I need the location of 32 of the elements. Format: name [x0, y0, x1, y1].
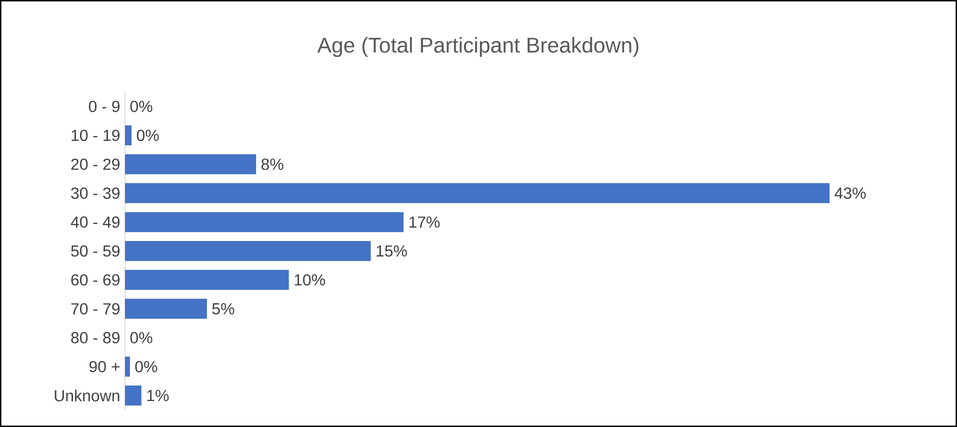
y-tick-label: 50 - 59 [71, 245, 120, 257]
data-label: 15% [376, 245, 407, 257]
y-tick-label: 70 - 79 [71, 303, 120, 314]
bar [125, 386, 142, 406]
bar [125, 298, 207, 319]
y-tick-label: 20 - 29 [71, 158, 120, 170]
data-label: 10% [294, 274, 326, 286]
data-label: 0% [135, 360, 158, 372]
data-label: 0% [136, 130, 159, 142]
data-label: 5% [212, 303, 234, 314]
y-tick-label: 60 - 69 [71, 274, 120, 286]
y-tick-label: 80 - 89 [71, 332, 120, 344]
y-tick-label: 40 - 49 [70, 216, 120, 228]
data-label: 0% [130, 100, 152, 112]
data-label: 17% [409, 216, 440, 228]
bar [125, 154, 256, 174]
data-label: 43% [834, 188, 866, 199]
data-label: 8% [261, 158, 284, 170]
data-label: 1% [147, 390, 169, 402]
bar [125, 270, 289, 290]
y-tick-label: 10 - 19 [72, 130, 120, 142]
bar [125, 240, 371, 261]
bar [125, 183, 830, 204]
bar [125, 212, 404, 232]
y-tick-label: 30 - 39 [71, 188, 120, 199]
y-tick-label: 90 + [89, 360, 120, 372]
chart-title: Age (Total Participant Breakdown) [317, 37, 638, 57]
y-tick-label: Unknown [54, 390, 120, 402]
data-label: 0% [130, 332, 152, 344]
y-tick-label: 0 - 9 [88, 100, 120, 112]
bar [125, 356, 130, 377]
bar [125, 125, 132, 146]
